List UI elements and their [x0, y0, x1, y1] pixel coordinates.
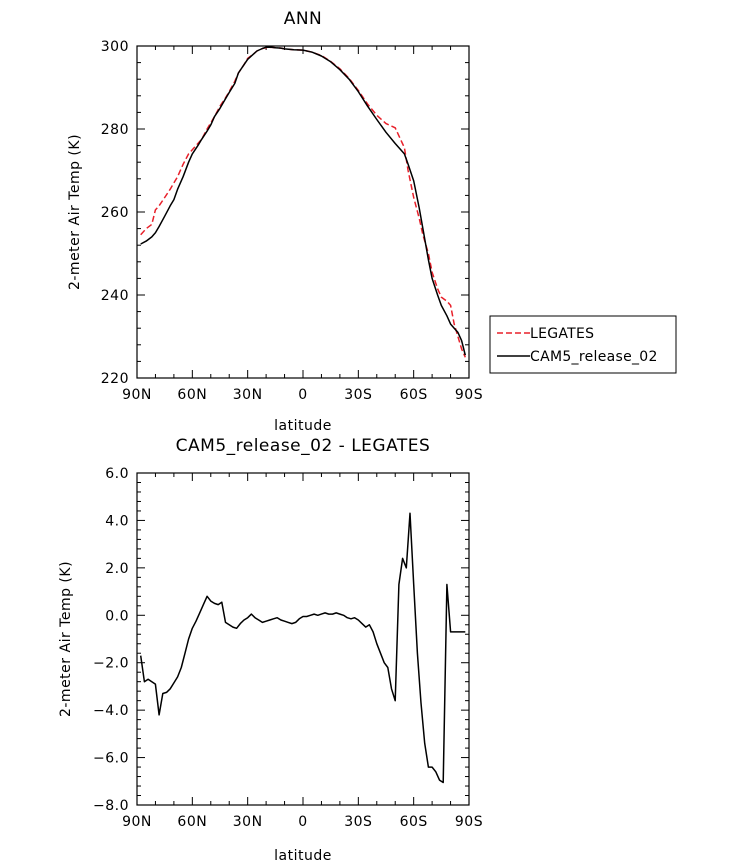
- legend-entry-cam5: CAM5_release_02: [530, 349, 658, 365]
- bottom-series-difference-line: [139, 512, 466, 784]
- bottom-xtick-label: 0: [298, 814, 307, 830]
- top-ytick-label: 280: [101, 122, 129, 138]
- top-x-tick-labels: 90N 60N 30N 0 30S 60S 90S: [122, 387, 483, 403]
- bottom-ytick-label: −2.0: [93, 656, 129, 672]
- top-y-axis-label: 2-meter Air Temp (K): [67, 134, 83, 290]
- bottom-ytick-label: −6.0: [93, 751, 129, 767]
- bottom-axis-ticks: [136, 472, 470, 806]
- top-xtick-label: 30N: [233, 387, 263, 403]
- top-series-legates-line: [140, 46, 466, 358]
- bottom-ytick-label: 4.0: [105, 513, 129, 529]
- bottom-xtick-label: 90S: [455, 814, 483, 830]
- bottom-series-group: [139, 512, 466, 784]
- top-y-tick-labels: 220 240 260 280 300: [101, 39, 129, 387]
- top-series-group: [140, 46, 467, 358]
- bottom-ytick-label: 0.0: [105, 608, 129, 624]
- bottom-x-tick-labels: 90N 60N 30N 0 30S 60S 90S: [122, 814, 483, 830]
- top-legend: LEGATES CAM5_release_02: [489, 315, 677, 374]
- top-xtick-label: 90N: [122, 387, 152, 403]
- top-ytick-label: 300: [101, 39, 129, 55]
- bottom-x-axis-label: latitude: [274, 848, 332, 864]
- top-xtick-label: 60N: [177, 387, 207, 403]
- legend-box: [489, 315, 677, 374]
- top-ytick-label: 220: [101, 371, 129, 387]
- top-chart-title: ANN: [284, 9, 323, 29]
- top-axis-ticks: [136, 45, 470, 379]
- bottom-ytick-label: −4.0: [93, 703, 129, 719]
- top-ytick-label: 240: [101, 288, 129, 304]
- bottom-y-tick-labels: −8.0 −6.0 −4.0 −2.0 0.0 2.0 4.0 6.0: [93, 466, 129, 814]
- bottom-ytick-label: 2.0: [105, 561, 129, 577]
- bottom-ytick-label: 6.0: [105, 466, 129, 482]
- bottom-chart-title: CAM5_release_02 - LEGATES: [176, 436, 431, 456]
- top-series-cam5-release-02-line: [140, 46, 467, 356]
- bottom-y-axis-label: 2-meter Air Temp (K): [58, 561, 74, 717]
- top-ytick-label: 260: [101, 205, 129, 221]
- bottom-xtick-label: 60S: [400, 814, 428, 830]
- top-xtick-label: 90S: [455, 387, 483, 403]
- bottom-xtick-label: 30S: [344, 814, 372, 830]
- bottom-plot-frame: [136, 472, 470, 806]
- bottom-xtick-label: 30N: [233, 814, 263, 830]
- bottom-xtick-label: 60N: [177, 814, 207, 830]
- top-xtick-label: 0: [298, 387, 307, 403]
- top-xtick-label: 60S: [400, 387, 428, 403]
- legend-entry-legates: LEGATES: [530, 326, 594, 342]
- bottom-panel: CAM5_release_02 - LEGATES −8.0 −6.0 −4.0 −2…: [58, 436, 483, 864]
- top-xtick-label: 30S: [344, 387, 372, 403]
- top-x-axis-label: latitude: [274, 418, 332, 434]
- bottom-xtick-label: 90N: [122, 814, 152, 830]
- bottom-ytick-label: −8.0: [93, 798, 129, 814]
